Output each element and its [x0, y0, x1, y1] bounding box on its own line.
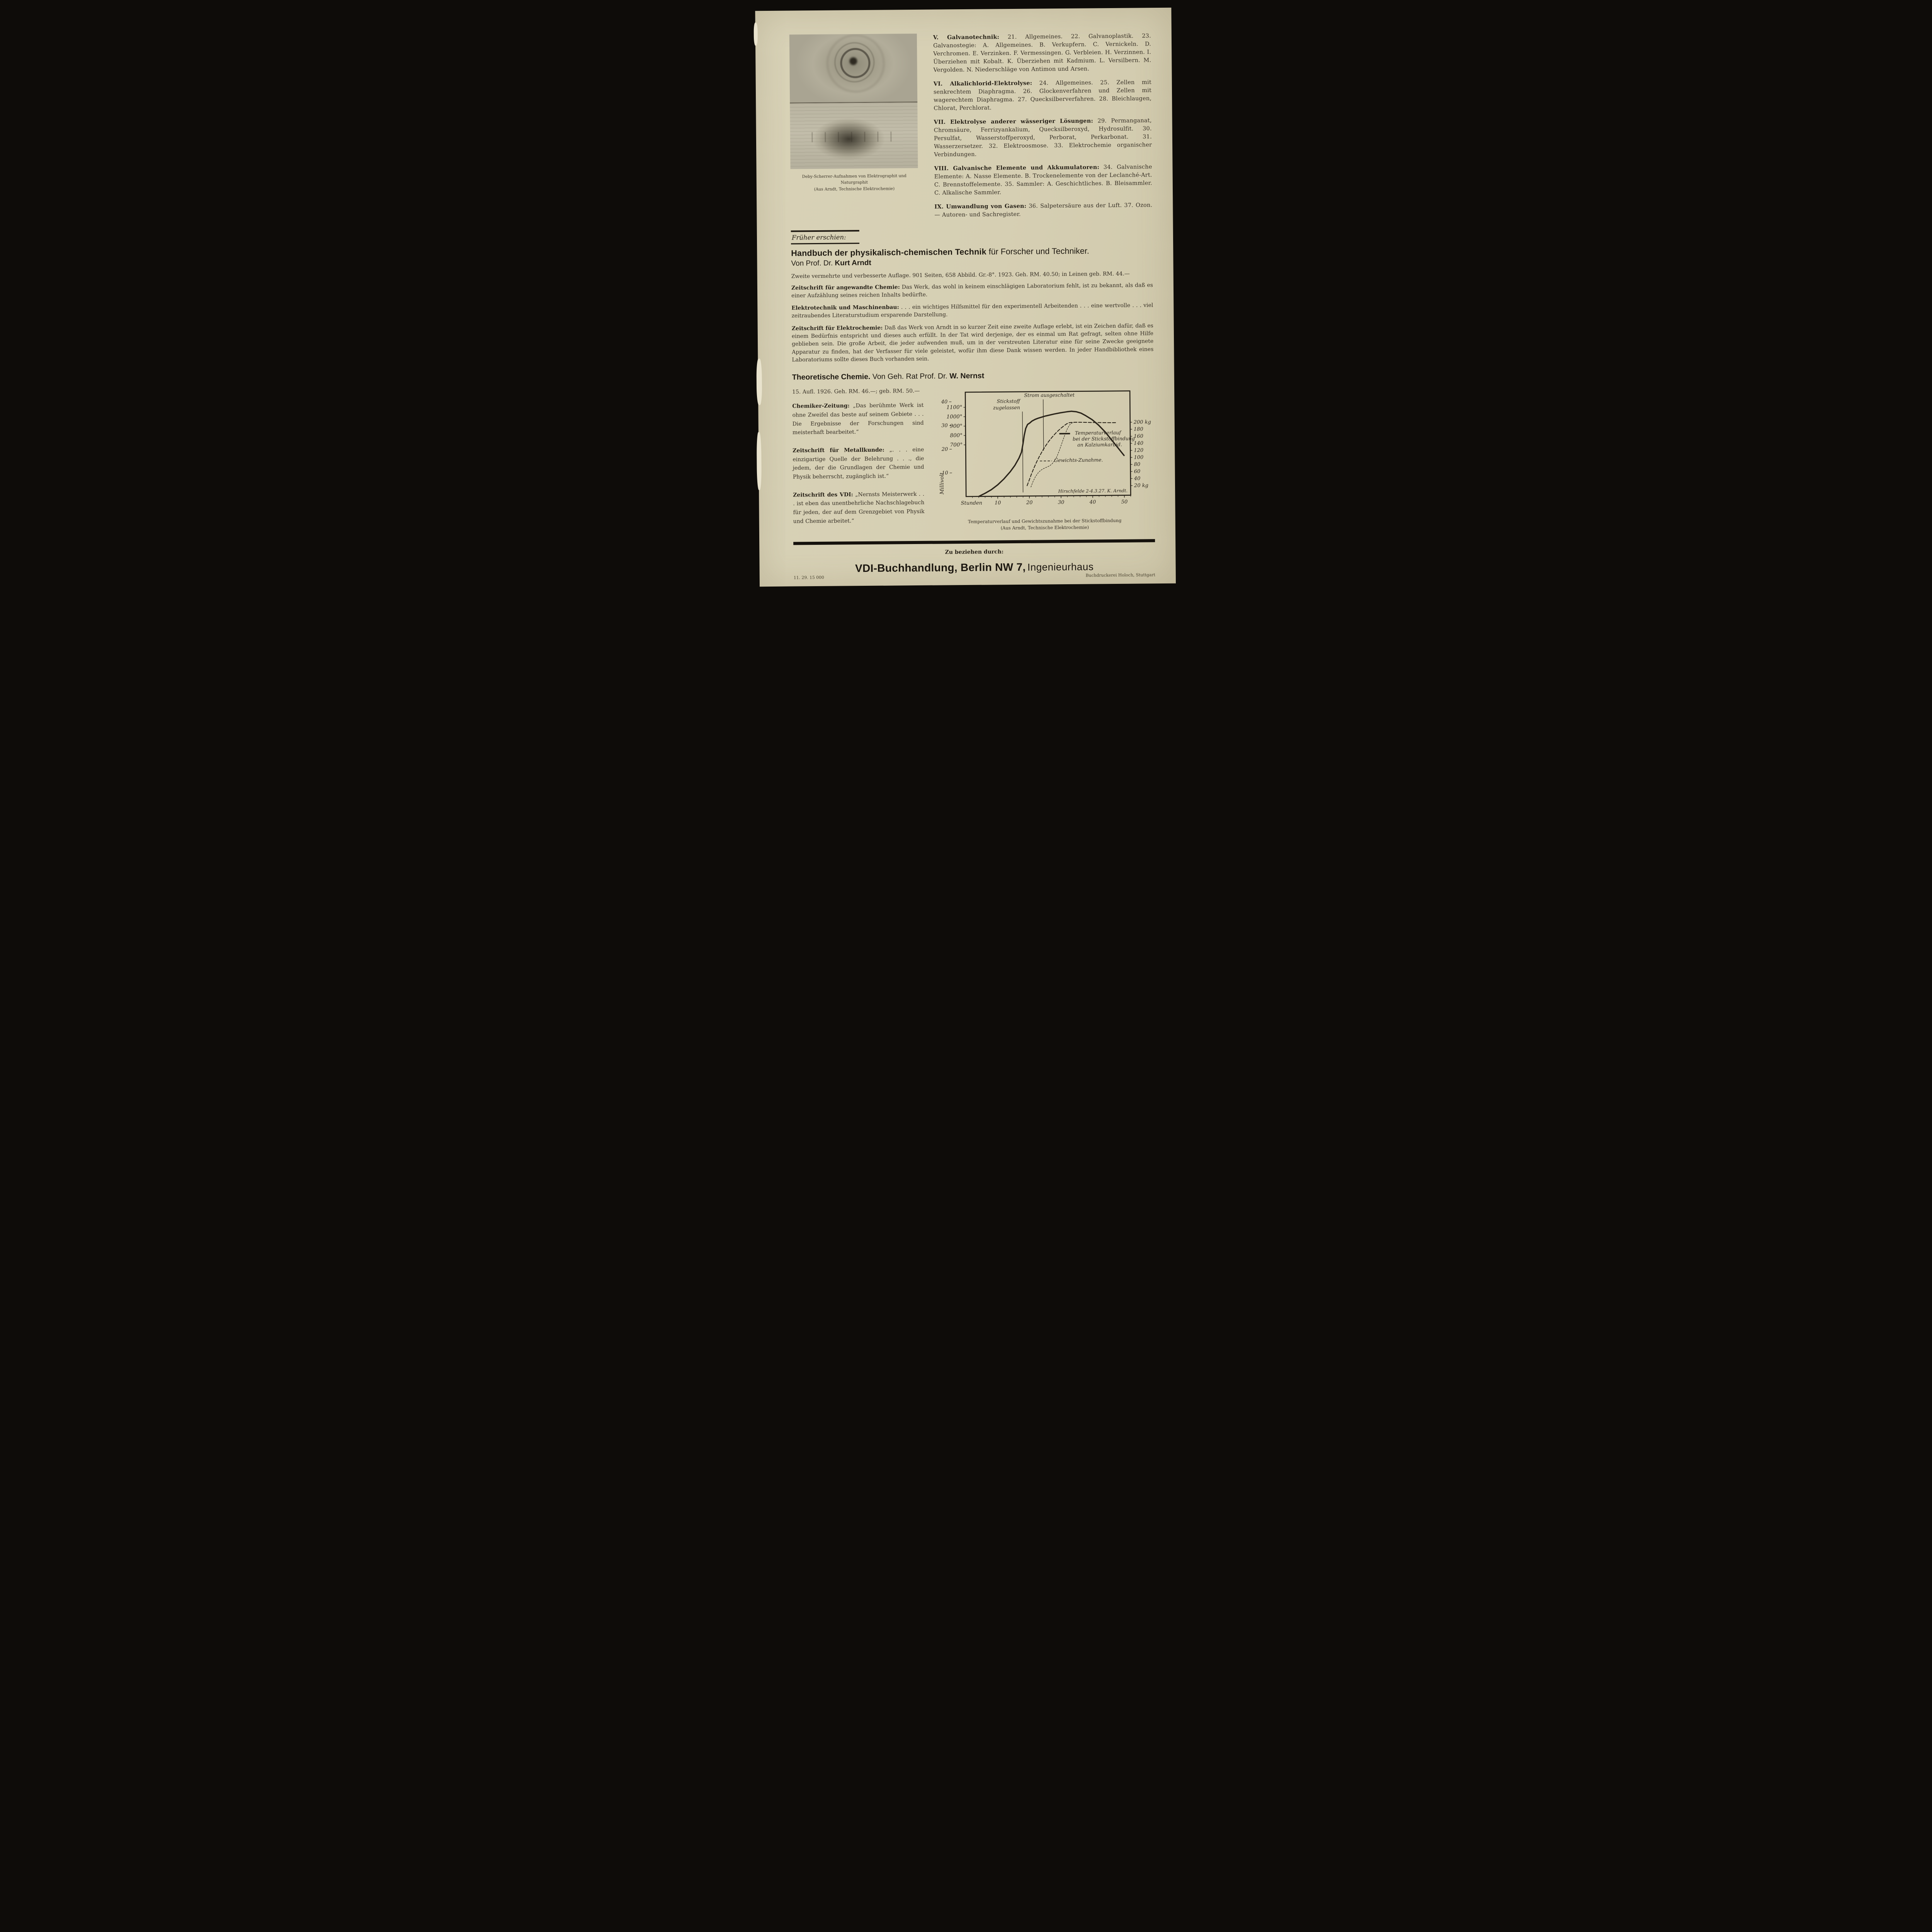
svg-text:40: 40 [1089, 500, 1096, 505]
diffraction-center-spot [849, 57, 857, 65]
svg-text:Strom ausgeschaltet: Strom ausgeschaltet [1024, 392, 1075, 398]
page-content: Deby-Scherrer-Aufnahmen von Elektrograph… [755, 8, 1175, 576]
review-elektrotechnik: Elektrotechnik und Maschinenbau: . . . e… [791, 301, 1153, 320]
svg-text:zugelassen: zugelassen [993, 405, 1020, 411]
svg-text:140: 140 [1134, 440, 1143, 446]
review-source: Zeitschrift für Elektrochemie: [791, 325, 883, 332]
chart-column: 10 20 30 40 50 Stunden 10 20 30 40 Millivolt 1100° 1… [933, 385, 1155, 534]
toc-item-ix: IX. Umwandlung von Gasen: 36. Salpetersä… [934, 201, 1152, 219]
document-page: Deby-Scherrer-Aufnahmen von Elektrograph… [753, 7, 1176, 587]
toc-item-vi: VI. Alkalichlorid-Elektrolyse: 24. Allge… [933, 78, 1151, 112]
svg-text:bei der Stickstoffbindung: bei der Stickstoffbindung [1072, 435, 1134, 442]
quote-source: Zeitschrift des VDI: [793, 491, 853, 498]
svg-text:Gewichts-Zunahme.: Gewichts-Zunahme. [1054, 457, 1102, 463]
nernst-title: Theoretische Chemie. Von Geh. Rat Prof. … [792, 370, 1153, 382]
chart-caption-source: (Aus Arndt, Technische Elektrochemie) [1000, 524, 1089, 531]
toc-item-viii: VIII. Galvanische Elemente und Akkumulat… [934, 163, 1152, 197]
debye-scherrer-photo-naturgraphit [789, 102, 918, 169]
svg-text:Stunden: Stunden [961, 500, 982, 506]
svg-text:100: 100 [1134, 455, 1143, 461]
svg-text:180: 180 [1133, 427, 1143, 432]
temperature-weight-chart: 10 20 30 40 50 Stunden 10 20 30 40 Millivolt 1100° 1… [939, 390, 1151, 506]
publisher-name: VDI-Buchhandlung, Berlin NW 7, [855, 561, 1026, 575]
publisher-building: Ingenieurhaus [1027, 561, 1094, 573]
toc-lead: V. Galvanotechnik: [933, 34, 999, 41]
top-row: Deby-Scherrer-Aufnahmen von Elektrograph… [789, 32, 1152, 226]
svg-text:10: 10 [942, 470, 948, 476]
svg-text:10: 10 [994, 500, 1001, 506]
separator-bar [793, 539, 1155, 545]
quote-chemiker-zeitung: Chemiker-Zeitung: „Das berühmte Werk ist… [792, 401, 924, 437]
lower-row: 15. Aufl. 1926. Geh. RM. 46.—; geb. RM. … [792, 385, 1155, 535]
toc-item-v: V. Galvanotechnik: 21. Allgemeines. 22. … [933, 32, 1151, 75]
svg-text:Temperaturverlauf: Temperaturverlauf [1075, 430, 1122, 436]
svg-text:50: 50 [1121, 499, 1128, 505]
svg-text:120: 120 [1134, 447, 1143, 453]
handbuch-title-bold: Handbuch der physikalisch-chemischen Tec… [791, 247, 986, 258]
quote-source: Chemiker-Zeitung: [792, 403, 850, 410]
photo-column: Deby-Scherrer-Aufnahmen von Elektrograph… [789, 33, 918, 226]
photo-caption-line1: Deby-Scherrer-Aufnahmen von Elektrograph… [802, 173, 906, 185]
handbuch-title-rest: für Forscher und Techniker. [988, 246, 1089, 257]
nernst-edition-line: 15. Aufl. 1926. Geh. RM. 46.—; geb. RM. … [792, 388, 920, 395]
handbuch-byline: Von Prof. Dr. Kurt Arndt [791, 257, 1153, 268]
svg-text:20: 20 [1026, 500, 1032, 506]
order-lead-in: Zu beziehen durch: [945, 549, 1003, 556]
toc-lead: VI. Alkalichlorid-Elektrolyse: [933, 80, 1032, 87]
print-run-note: 11. 29. 15 000 [793, 575, 824, 580]
handbuch-byline-prefix: Von Prof. Dr. [791, 259, 833, 268]
svg-text:700°: 700° [950, 442, 963, 448]
svg-text:40: 40 [1133, 476, 1140, 481]
quote-source: Zeitschrift für Metallkunde: [792, 447, 884, 454]
nernst-byline-prefix: Von Geh. Rat Prof. Dr. [872, 372, 947, 381]
photo-caption-line2: (Aus Arndt, Technische Elektrochemie) [814, 186, 895, 192]
diffraction-streaks [805, 131, 902, 143]
toc-lead: VII. Elektrolyse anderer wässeriger Lösu… [934, 117, 1093, 126]
review-source: Zeitschrift für angewandte Chemie: [791, 284, 900, 291]
toc-lead: VIII. Galvanische Elemente und Akkumulat… [934, 164, 1099, 172]
svg-text:Hirschfelde 2-4.3.27. K. Arndt: Hirschfelde 2-4.3.27. K. Arndt. [1058, 488, 1127, 494]
svg-text:an Kalziumkarbid.: an Kalziumkarbid. [1077, 442, 1122, 448]
svg-text:40: 40 [940, 399, 947, 405]
svg-text:30: 30 [1058, 500, 1064, 505]
frueher-erschien-label: Früher erschien: [791, 230, 859, 245]
svg-text:200 kg: 200 kg [1133, 419, 1151, 425]
svg-text:160: 160 [1133, 434, 1143, 439]
scan-backdrop: Deby-Scherrer-Aufnahmen von Elektrograph… [753, 0, 1179, 602]
handbuch-author: Kurt Arndt [834, 259, 871, 267]
svg-text:Millivolt: Millivolt [939, 472, 945, 495]
svg-text:60: 60 [1134, 469, 1140, 474]
chart-caption: Temperaturverlauf und Gewichtszunahme be… [934, 517, 1155, 532]
svg-text:1000°: 1000° [946, 414, 962, 420]
review-source: Elektrotechnik und Maschinenbau: [791, 304, 899, 311]
toc-column: V. Galvanotechnik: 21. Allgemeines. 22. … [933, 32, 1152, 225]
nernst-title-bold: Theoretische Chemie. [792, 372, 871, 382]
svg-text:20: 20 [941, 447, 948, 452]
svg-text:900°: 900° [950, 423, 963, 429]
photo-caption: Deby-Scherrer-Aufnahmen von Elektrograph… [790, 173, 918, 192]
review-elektrochemie: Zeitschrift für Elektrochemie: Daß das W… [791, 322, 1153, 364]
quote-column: 15. Aufl. 1926. Geh. RM. 46.—; geb. RM. … [792, 387, 925, 535]
handbuch-edition-line: Zweite vermehrte und verbesserte Auflage… [791, 270, 1130, 280]
svg-text:20 kg: 20 kg [1133, 483, 1148, 489]
review-angewandte-chemie: Zeitschrift für angewandte Chemie: Das W… [791, 281, 1153, 300]
svg-text:800°: 800° [950, 432, 963, 439]
printer-imprint: Buchdruckerei Holoch, Stuttgart [1085, 572, 1155, 578]
svg-text:80: 80 [1134, 462, 1140, 468]
svg-text:1100°: 1100° [946, 404, 962, 410]
svg-text:30: 30 [941, 423, 948, 429]
svg-text:Stickstoff: Stickstoff [997, 398, 1020, 404]
debye-scherrer-photo-elektrographit [789, 33, 917, 104]
quote-metallkunde: Zeitschrift für Metallkunde: „. . . eine… [793, 446, 924, 481]
toc-item-vii: VII. Elektrolyse anderer wässeriger Lösu… [934, 116, 1152, 159]
toc-lead: IX. Umwandlung von Gasen: [934, 203, 1026, 210]
quote-vdi: Zeitschrift des VDI: „Nernsts Meisterwer… [793, 490, 925, 526]
nernst-author: W. Nernst [949, 371, 984, 381]
